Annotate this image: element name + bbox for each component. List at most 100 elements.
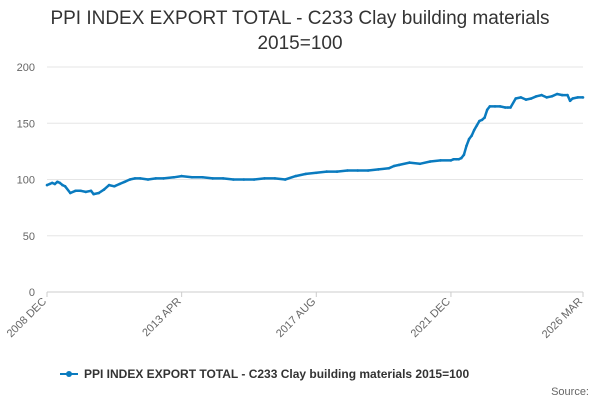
data-point: [69, 191, 72, 195]
data-point: [568, 99, 572, 103]
data-point: [84, 190, 88, 194]
data-point: [485, 108, 489, 112]
data-point: [488, 105, 492, 108]
data-point: [475, 124, 479, 127]
data-point: [465, 144, 468, 148]
data-point: [53, 182, 57, 186]
data-point: [146, 178, 150, 181]
data-point: [315, 171, 318, 175]
data-point: [74, 189, 77, 193]
data-point: [581, 96, 585, 99]
data-point: [304, 172, 308, 176]
data-point: [457, 158, 461, 161]
data-point: [428, 160, 432, 163]
data-point: [138, 177, 142, 180]
data-point: [418, 162, 422, 166]
x-axis-tick-labels: 2008 DEC 2013 APR 2017 AUG 2021 DEC 2026 MAR: [5, 292, 585, 341]
data-point: [190, 176, 194, 179]
legend-label: PPI INDEX EXPORT TOTAL - C233 Clay build…: [84, 367, 469, 381]
legend[interactable]: PPI INDEX EXPORT TOTAL - C233 Clay build…: [60, 367, 469, 381]
chart-title-line2: 2015=100: [257, 33, 343, 54]
source-credit: Source:: [551, 386, 589, 398]
data-point: [449, 159, 453, 162]
data-point: [480, 118, 484, 122]
data-point: [392, 164, 396, 168]
data-point: [555, 92, 559, 96]
data-point: [498, 105, 502, 108]
data-point: [535, 95, 538, 98]
data-point: [439, 159, 442, 162]
data-point: [89, 189, 93, 193]
data-point: [252, 178, 256, 181]
data-point: [387, 167, 391, 170]
data-point: [45, 183, 49, 187]
data-point: [201, 176, 204, 179]
data-point: [63, 185, 67, 188]
data-point: [540, 93, 543, 97]
data-point: [97, 191, 101, 195]
data-point: [524, 98, 528, 101]
data-point: [79, 189, 82, 193]
data-point: [154, 177, 158, 180]
data-point: [519, 96, 523, 99]
data-point: [325, 170, 329, 173]
data-point: [509, 106, 512, 109]
y-tick-label: 100: [17, 175, 35, 187]
data-point: [571, 97, 574, 100]
data-point: [366, 169, 370, 172]
data-point: [529, 97, 533, 100]
data-point: [483, 116, 486, 119]
x-tick-label: 2026 MAR: [540, 296, 585, 341]
chart-title: PPI INDEX EXPORT TOTAL - C233 Clay build…: [0, 6, 600, 56]
data-point: [107, 183, 111, 187]
data-point: [232, 178, 235, 181]
data-point: [92, 192, 95, 196]
x-tick-label: 2013 APR: [140, 296, 184, 340]
data-point: [454, 158, 458, 161]
data-point: [123, 180, 126, 184]
data-point: [506, 106, 510, 109]
data-point: [335, 170, 339, 173]
data-point: [211, 177, 214, 180]
data-point: [346, 169, 349, 172]
data-point: [221, 177, 225, 180]
data-point: [408, 161, 411, 164]
data-point: [397, 163, 401, 167]
data-point: [545, 96, 548, 99]
data-point: [470, 134, 474, 137]
data-point: [58, 181, 62, 185]
data-point: [102, 188, 106, 191]
data-point: [472, 128, 476, 132]
y-tick-label: 200: [17, 62, 35, 74]
x-tick-label: 2017 AUG: [274, 296, 318, 340]
data-point: [273, 177, 277, 180]
data-point: [162, 177, 165, 180]
data-point: [462, 153, 466, 157]
data-point: [180, 174, 183, 178]
data-point: [50, 181, 54, 185]
y-tick-label: 150: [17, 118, 35, 130]
data-point: [356, 169, 360, 172]
data-point: [48, 182, 51, 186]
data-point: [550, 95, 554, 98]
data-point: [478, 119, 481, 123]
data-point: [113, 185, 116, 188]
data-point: [467, 137, 471, 141]
data-point: [377, 168, 380, 171]
data-point: [514, 97, 517, 100]
data-point: [452, 158, 455, 161]
series-group: [45, 92, 585, 196]
data-point: [283, 178, 287, 181]
data-point: [263, 177, 266, 180]
data-point: [561, 93, 564, 97]
data-point: [61, 183, 64, 187]
data-point: [56, 180, 59, 184]
data-point: [133, 177, 137, 180]
data-point: [294, 174, 297, 178]
data-point: [128, 178, 132, 181]
x-tick-label: 2008 DEC: [5, 296, 49, 340]
data-point: [118, 182, 121, 186]
data-point: [493, 105, 497, 108]
data-point: [460, 156, 463, 160]
